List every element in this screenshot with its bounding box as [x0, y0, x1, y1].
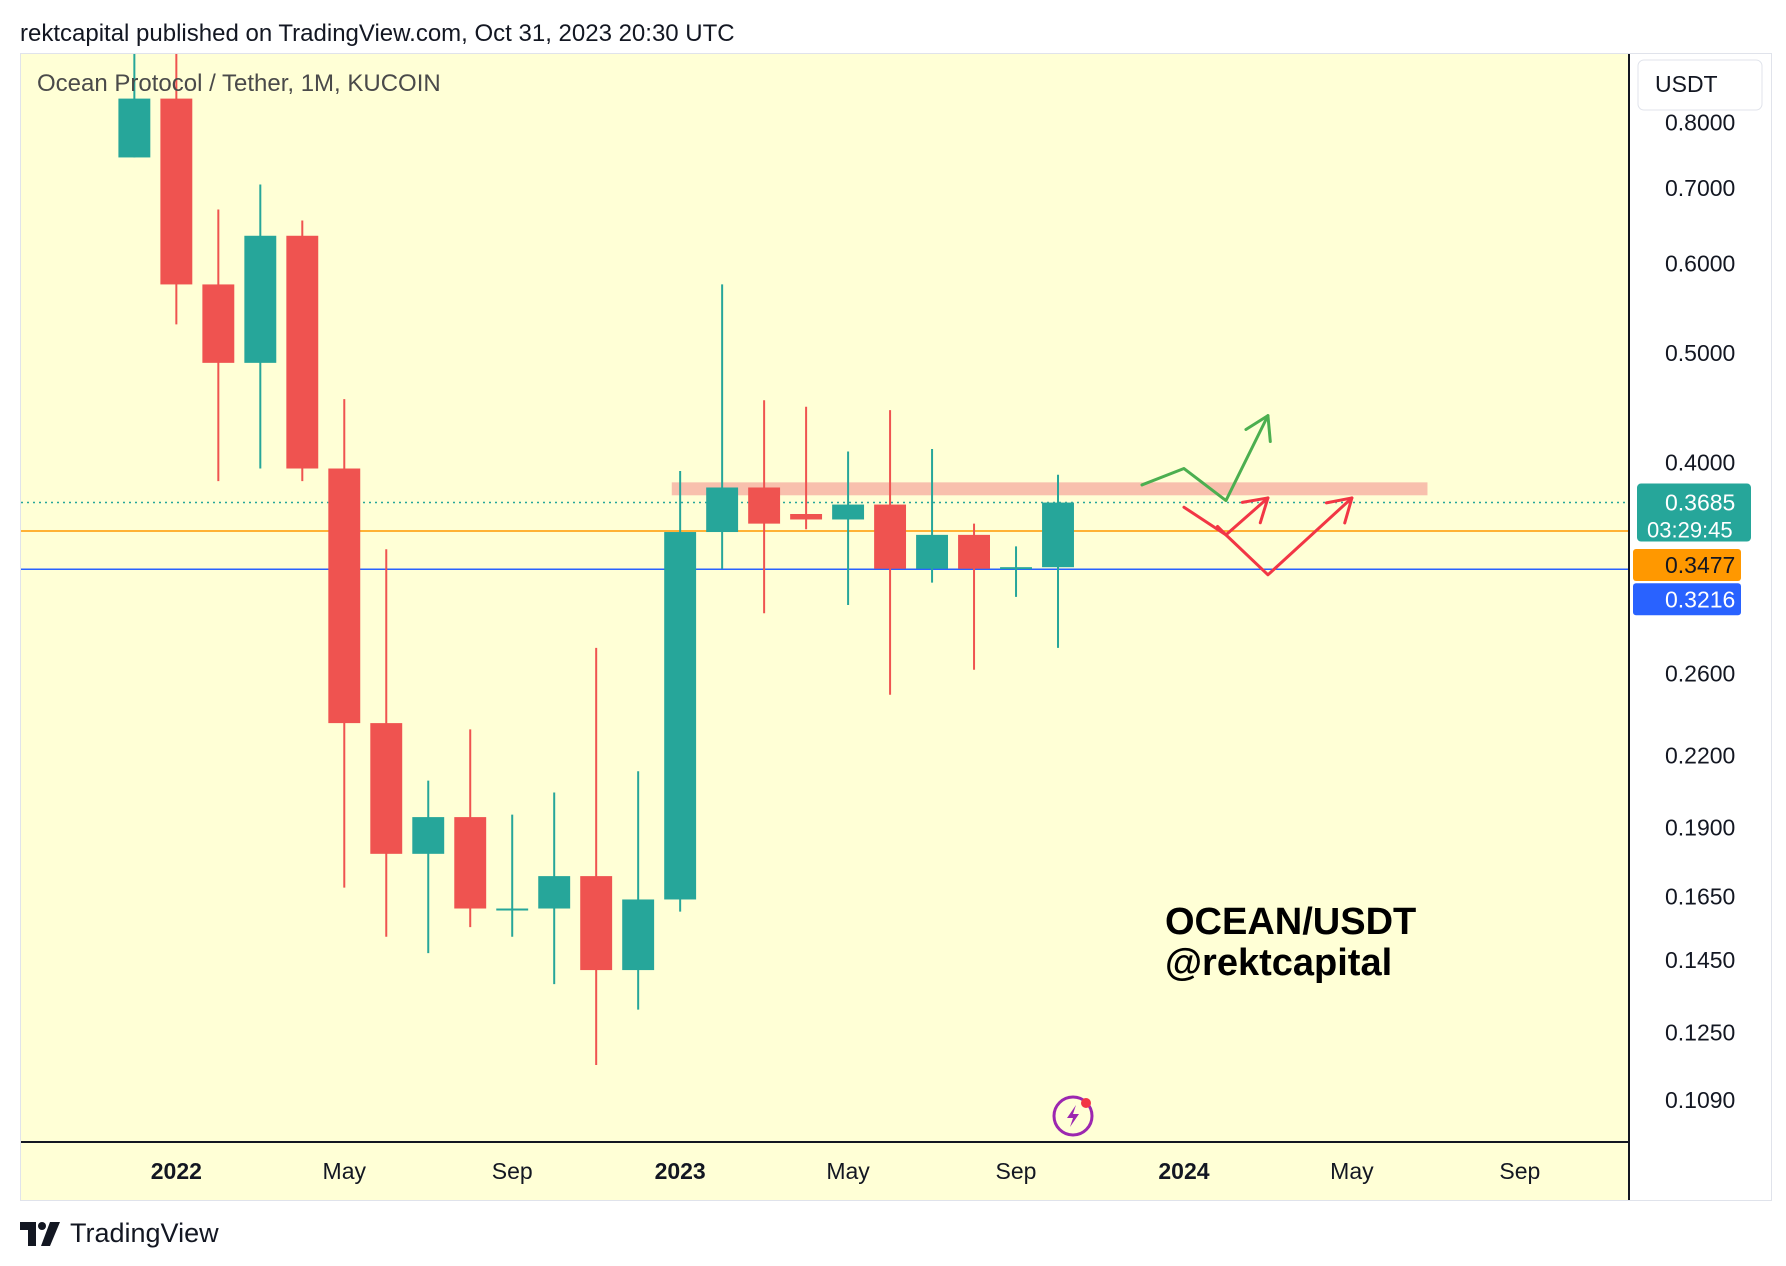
y-tick-label: 0.2200 — [1665, 742, 1735, 768]
green-arrow-head[interactable] — [1244, 414, 1272, 444]
candle[interactable] — [706, 284, 739, 569]
candle[interactable] — [244, 184, 277, 469]
x-tick-label: 2024 — [1158, 1158, 1209, 1184]
candle-body — [160, 98, 193, 285]
footer: TradingView — [20, 1218, 219, 1249]
candle-body — [202, 284, 235, 363]
candle-body — [790, 514, 823, 520]
candle-body — [538, 876, 571, 909]
candle-body — [706, 487, 739, 533]
candle-body — [286, 235, 319, 469]
candle[interactable] — [454, 729, 487, 928]
last-price-value: 0.3685 — [1665, 490, 1735, 516]
candle[interactable] — [118, 54, 151, 158]
y-tick-label: 0.6000 — [1665, 251, 1735, 277]
x-tick-label: Sep — [1499, 1158, 1540, 1184]
candle-body — [454, 817, 487, 909]
candle-body — [580, 876, 613, 971]
candle[interactable] — [370, 549, 403, 937]
candle[interactable] — [748, 400, 781, 614]
tradingview-logo-icon — [20, 1221, 60, 1246]
candle-body — [958, 534, 990, 569]
candle[interactable] — [832, 451, 865, 606]
candle[interactable] — [916, 449, 949, 583]
candle-countdown: 03:29:45 — [1647, 518, 1733, 543]
candle[interactable] — [538, 792, 571, 985]
symbol-title: Ocean Protocol / Tether, 1M, KUCOIN — [37, 70, 441, 97]
x-tick-label: 2022 — [151, 1158, 202, 1184]
red-arrow-head[interactable] — [1240, 496, 1270, 525]
candle-body — [244, 235, 277, 363]
candle[interactable] — [160, 54, 193, 325]
candle-body — [622, 899, 655, 971]
blue-price-value: 0.3216 — [1665, 586, 1735, 612]
candle[interactable] — [664, 471, 697, 912]
x-tick-label: Sep — [996, 1158, 1037, 1184]
candle[interactable] — [622, 771, 655, 1010]
candle[interactable] — [1000, 546, 1032, 597]
time-axis-background — [21, 1142, 1629, 1200]
candle-body — [1042, 502, 1074, 568]
y-tick-label: 0.7000 — [1665, 175, 1735, 201]
y-tick-label: 0.4000 — [1665, 449, 1735, 475]
last-price-label-bg — [1637, 483, 1751, 542]
candle-body — [916, 534, 949, 569]
y-tick-label: 0.1650 — [1665, 883, 1735, 909]
chart-panel[interactable]: 0.8000 0.7000 0.6000 0.5000 0.4000 0.2600 0.22… — [20, 53, 1772, 1201]
orange-price-label-bg — [1633, 549, 1741, 582]
blue-price-label-bg — [1633, 583, 1741, 616]
x-tick-label: May — [826, 1158, 870, 1184]
candle-body — [370, 723, 403, 854]
x-tick-label: May — [1330, 1158, 1374, 1184]
y-tick-label: 0.2600 — [1665, 661, 1735, 687]
price-chart[interactable]: 0.8000 0.7000 0.6000 0.5000 0.4000 0.2600 0.22… — [21, 54, 1771, 1200]
candle[interactable] — [790, 406, 823, 530]
orange-price-label: 0.3477 — [1633, 549, 1741, 582]
candle-body — [496, 908, 529, 911]
candle-body — [328, 468, 361, 724]
candle[interactable] — [412, 780, 445, 954]
red-stub-drawing[interactable] — [1216, 524, 1228, 537]
plot-background — [21, 54, 1629, 1142]
candle-body — [874, 504, 907, 569]
x-tick-label: Sep — [492, 1158, 533, 1184]
y-tick-label: 0.8000 — [1665, 110, 1735, 136]
candle[interactable] — [328, 399, 361, 888]
candle-body — [664, 532, 697, 900]
x-tick-label: May — [323, 1158, 367, 1184]
publish-header: rektcapital published on TradingView.com… — [20, 20, 735, 47]
y-tick-label: 0.5000 — [1665, 340, 1735, 366]
orange-price-value: 0.3477 — [1665, 552, 1735, 578]
candle[interactable] — [958, 523, 990, 670]
candle-body — [1000, 567, 1032, 570]
lightning-icon[interactable] — [1052, 1095, 1094, 1137]
candle-body — [118, 98, 151, 158]
candle[interactable] — [286, 220, 319, 482]
blue-price-label: 0.3216 — [1633, 583, 1741, 616]
y-tick-label: 0.1450 — [1665, 947, 1735, 973]
green-path-drawing[interactable] — [1140, 414, 1270, 503]
red-path-drawing[interactable] — [1224, 496, 1354, 577]
watermark-author: @rektcapital — [1165, 942, 1392, 984]
y-tick-label: 0.1090 — [1665, 1087, 1735, 1113]
y-tick-label: 0.1250 — [1665, 1020, 1735, 1046]
currency-button[interactable]: USDT — [1637, 59, 1763, 111]
y-tick-label: 0.1900 — [1665, 814, 1735, 840]
candle[interactable] — [580, 647, 613, 1066]
candle-body — [832, 504, 865, 520]
candle-body — [748, 487, 781, 524]
watermark-pair: OCEAN/USDT — [1165, 901, 1416, 943]
currency-button-label: USDT — [1655, 71, 1718, 97]
candle[interactable] — [1042, 474, 1074, 648]
red-arrow-head[interactable] — [1324, 496, 1354, 525]
x-tick-label: 2023 — [655, 1158, 706, 1184]
candle[interactable] — [874, 410, 907, 695]
resistance-zone — [671, 482, 1428, 496]
candle-body — [412, 817, 445, 854]
footer-brand[interactable]: TradingView — [70, 1218, 219, 1248]
candle[interactable] — [202, 209, 235, 482]
candle[interactable] — [496, 814, 529, 937]
